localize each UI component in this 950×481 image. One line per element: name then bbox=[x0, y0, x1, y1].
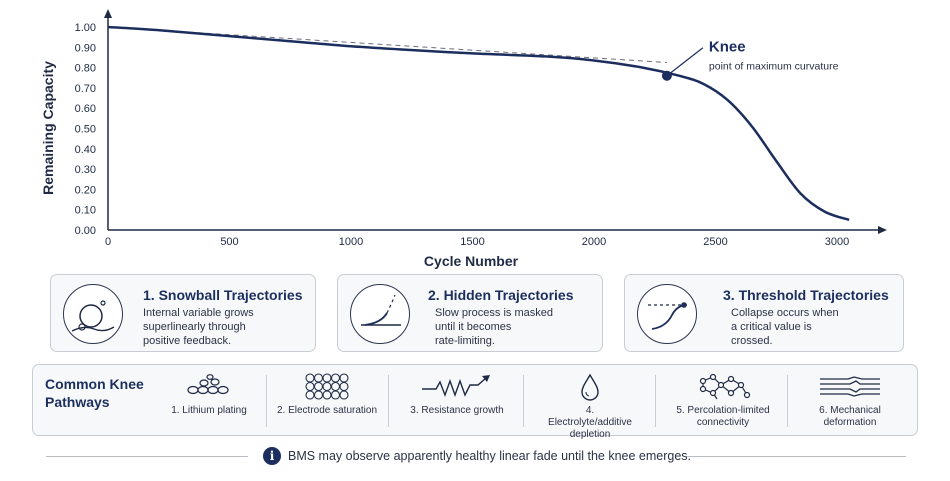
pathway-resistance-growth: 3. Resistance growth bbox=[393, 365, 521, 435]
knee-leader-line bbox=[666, 47, 704, 77]
pathways-title: Common Knee Pathways bbox=[45, 376, 144, 410]
threshold-card-title: 3. Threshold Trajectories bbox=[723, 287, 889, 303]
y-tick-label: 0.20 bbox=[75, 184, 96, 196]
x-tick-label: 2000 bbox=[582, 236, 606, 248]
pathway-label: 5. Percolation-limited connectivity bbox=[676, 405, 770, 428]
y-tick-label: 1.00 bbox=[75, 22, 96, 34]
pathway-percolation: 5. Percolation-limited connectivity bbox=[661, 365, 785, 435]
x-tick-label: 0 bbox=[105, 236, 111, 248]
hidden-card-description: Slow process is masked until it becomes ra… bbox=[435, 307, 553, 347]
knee-title: Knee bbox=[709, 39, 746, 56]
x-axis-label: Cycle Number bbox=[424, 253, 519, 269]
knee-pathways-panel: Common Knee Pathways 1. Lithium plating … bbox=[32, 364, 918, 440]
capacity-chart: 0.00 0.10 0.20 0.30 0.40 0.50 0.60 0.70 0.80 0.90… bbox=[40, 9, 887, 269]
pathway-label: 6. Mechanical deformation bbox=[819, 405, 881, 428]
pathway-electrolyte-depletion: 4. Electrolyte/additive depletion bbox=[529, 365, 651, 440]
x-axis-arrow bbox=[878, 226, 887, 234]
y-tick-label: 0.30 bbox=[75, 164, 96, 176]
footer-note: BMS may observe apparently healthy linea… bbox=[288, 449, 692, 463]
y-tick-label: 0.10 bbox=[75, 205, 96, 217]
knee-description: point of maximum curvature bbox=[709, 61, 839, 73]
hidden-card: 2. Hidden Trajectories Slow process is m… bbox=[337, 274, 603, 352]
pathway-label: 4. Electrolyte/additive depletion bbox=[548, 405, 632, 440]
snowball-card-title: 1. Snowball Trajectories bbox=[143, 287, 303, 303]
footer-rule-left bbox=[46, 456, 248, 457]
y-tick-label: 0.60 bbox=[75, 103, 96, 115]
knee-point bbox=[661, 70, 672, 81]
y-tick-label: 0.50 bbox=[75, 124, 96, 136]
droplet-icon bbox=[581, 373, 599, 401]
x-tick-label: 1000 bbox=[339, 236, 363, 248]
lithium-plating-icon bbox=[187, 374, 229, 395]
network-icon bbox=[699, 373, 751, 400]
pathway-lithium-plating: 1. Lithium plating bbox=[153, 365, 265, 435]
y-tick-label: 0.80 bbox=[75, 63, 96, 75]
snowball-icon bbox=[63, 284, 123, 344]
hidden-curve-icon bbox=[350, 284, 410, 344]
pathway-label: 3. Resistance growth bbox=[410, 405, 504, 416]
electrode-saturation-icon bbox=[305, 373, 349, 400]
threshold-curve-icon bbox=[637, 284, 697, 344]
divider bbox=[388, 375, 389, 427]
y-tick-label: 0.90 bbox=[75, 42, 96, 54]
capacity-curve bbox=[107, 25, 850, 222]
divider bbox=[523, 375, 524, 427]
pathway-mechanical-deformation: 6. Mechanical deformation bbox=[791, 365, 909, 435]
deformation-icon bbox=[820, 376, 880, 397]
y-tick-label: 0.40 bbox=[75, 144, 96, 156]
pathway-electrode-saturation: 2. Electrode saturation bbox=[271, 365, 383, 435]
footer-rule-right bbox=[686, 456, 906, 457]
hidden-card-title: 2. Hidden Trajectories bbox=[428, 287, 574, 303]
x-tick-label: 1500 bbox=[460, 236, 484, 248]
y-axis-label: Remaining Capacity bbox=[40, 61, 56, 195]
snowball-card-description: Internal variable grows superlinearly thr… bbox=[143, 307, 254, 347]
threshold-card-description: Collapse occurs when a critical value is c… bbox=[731, 307, 839, 347]
pathway-label: 2. Electrode saturation bbox=[276, 405, 378, 416]
pathway-label: 1. Lithium plating bbox=[171, 405, 247, 416]
divider bbox=[787, 375, 788, 427]
x-tick-label: 3000 bbox=[825, 236, 849, 248]
divider bbox=[655, 375, 656, 427]
x-tick-label: 500 bbox=[220, 236, 238, 248]
x-tick-label: 2500 bbox=[703, 236, 727, 248]
threshold-card: 3. Threshold Trajectories Collapse occur… bbox=[624, 274, 904, 352]
y-axis-arrow bbox=[104, 9, 112, 18]
snowball-card: 1. Snowball Trajectories Internal variab… bbox=[50, 274, 316, 352]
y-tick-label: 0.70 bbox=[75, 83, 96, 95]
resistance-growth-icon bbox=[422, 375, 490, 397]
divider bbox=[266, 375, 267, 427]
info-icon: i bbox=[263, 447, 281, 465]
y-tick-label: 0.00 bbox=[75, 225, 96, 237]
